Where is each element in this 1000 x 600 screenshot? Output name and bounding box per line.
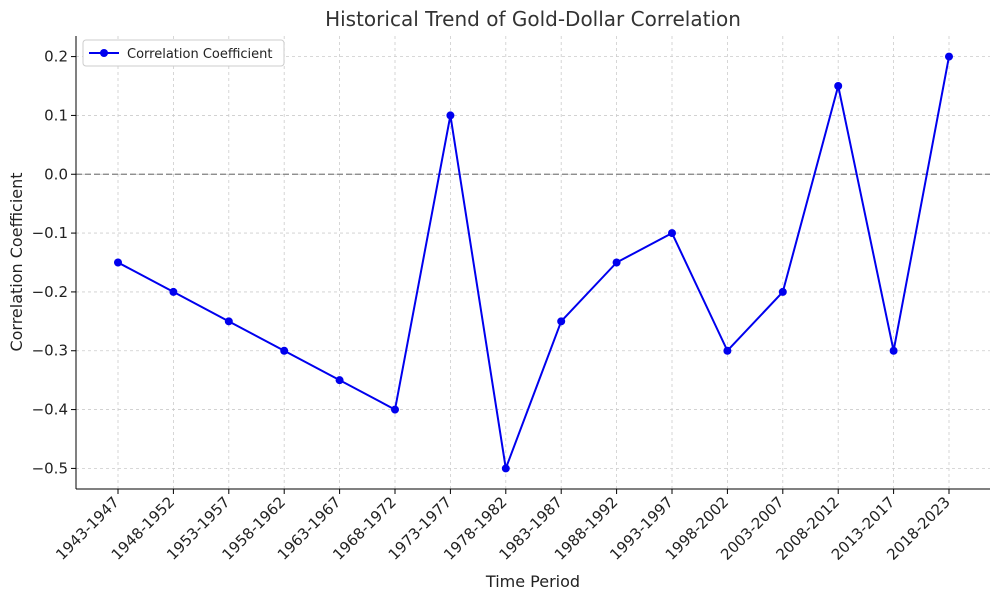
data-point bbox=[169, 287, 178, 296]
y-tick-label: −0.1 bbox=[32, 224, 68, 242]
legend: Correlation Coefficient bbox=[82, 39, 285, 67]
data-point bbox=[834, 82, 843, 91]
data-point bbox=[889, 346, 898, 355]
y-tick-label: −0.2 bbox=[32, 283, 68, 301]
series-group bbox=[114, 52, 953, 473]
data-point bbox=[335, 376, 344, 385]
y-tick-label: −0.3 bbox=[32, 342, 68, 360]
data-point bbox=[446, 111, 455, 120]
grid bbox=[76, 36, 990, 489]
data-point bbox=[723, 346, 732, 355]
data-point bbox=[280, 346, 289, 355]
data-point bbox=[501, 464, 510, 473]
data-point bbox=[224, 317, 233, 326]
data-point bbox=[114, 258, 122, 267]
data-point bbox=[391, 405, 399, 414]
y-tick-label: −0.5 bbox=[32, 459, 68, 477]
data-point bbox=[612, 258, 621, 267]
legend-box bbox=[82, 39, 285, 67]
legend-marker bbox=[100, 49, 108, 57]
y-tick-label: −0.4 bbox=[32, 401, 68, 419]
y-axis-label: Correlation Coefficient bbox=[7, 172, 26, 351]
x-axis-label: Time Period bbox=[485, 572, 580, 591]
data-point bbox=[778, 287, 787, 296]
data-point bbox=[668, 229, 676, 238]
chart-title: Historical Trend of Gold-Dollar Correlat… bbox=[325, 7, 741, 31]
data-point bbox=[945, 52, 953, 61]
y-tick-label: 0.0 bbox=[44, 165, 68, 183]
legend-label: Correlation Coefficient bbox=[127, 47, 273, 62]
data-point bbox=[557, 317, 566, 326]
y-tick-label: 0.2 bbox=[44, 48, 68, 66]
y-tick-label: 0.1 bbox=[44, 106, 68, 124]
series-line bbox=[117, 56, 950, 470]
